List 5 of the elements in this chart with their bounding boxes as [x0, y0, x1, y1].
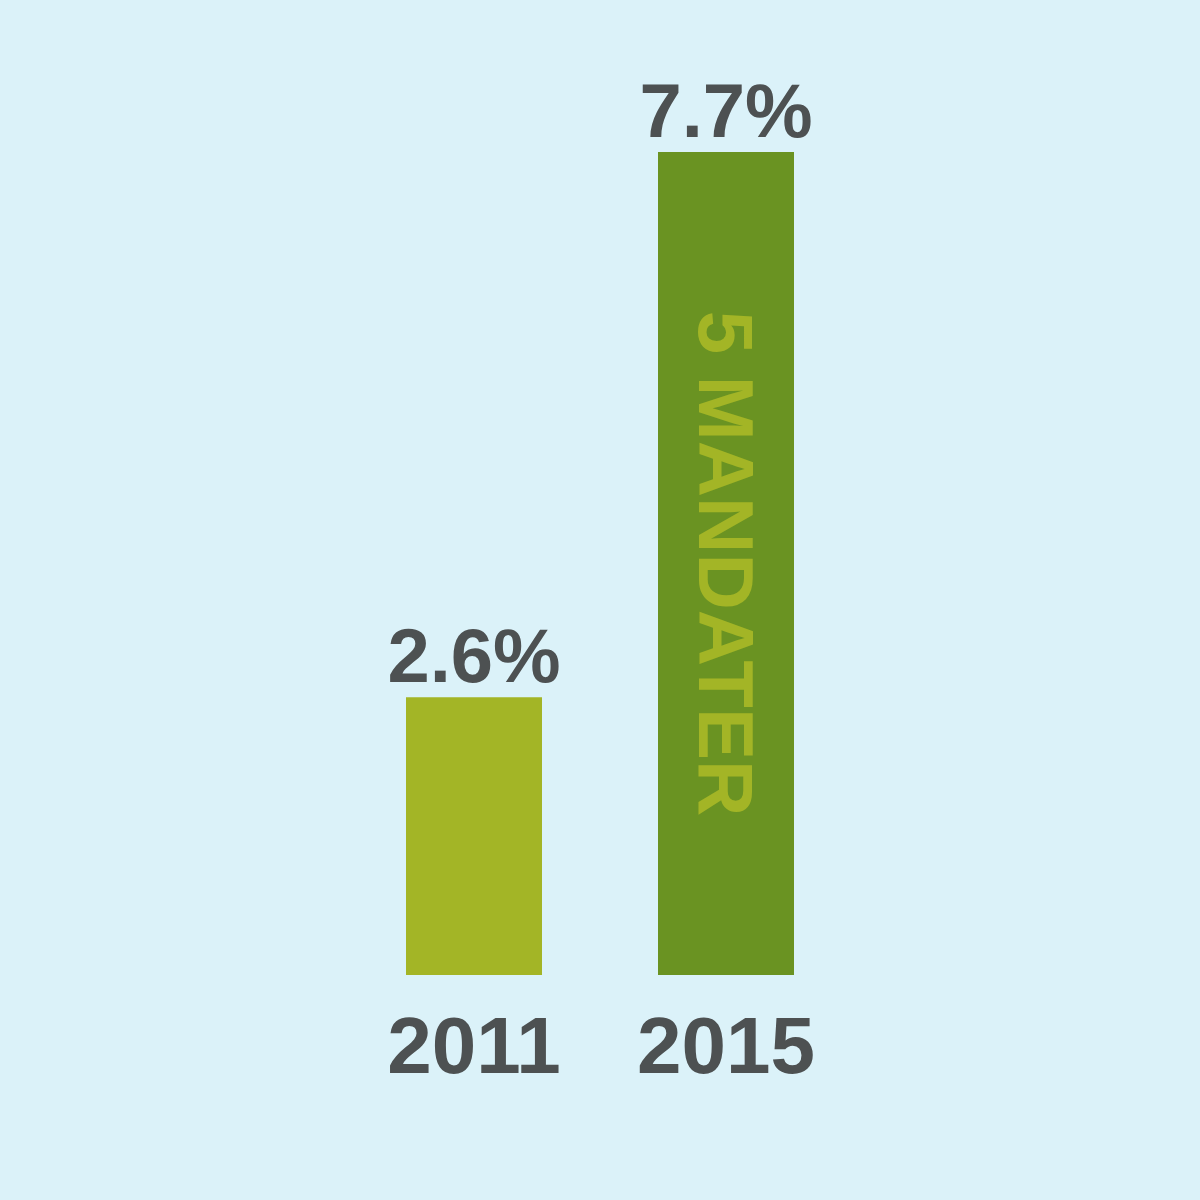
x-tick-label: 2015	[637, 1000, 815, 1090]
data-label: 7.7%	[639, 67, 813, 153]
x-tick-label: 2011	[387, 1000, 561, 1090]
annotation: 5 MANDATER	[682, 310, 770, 817]
data-label: 2.6%	[387, 612, 561, 698]
